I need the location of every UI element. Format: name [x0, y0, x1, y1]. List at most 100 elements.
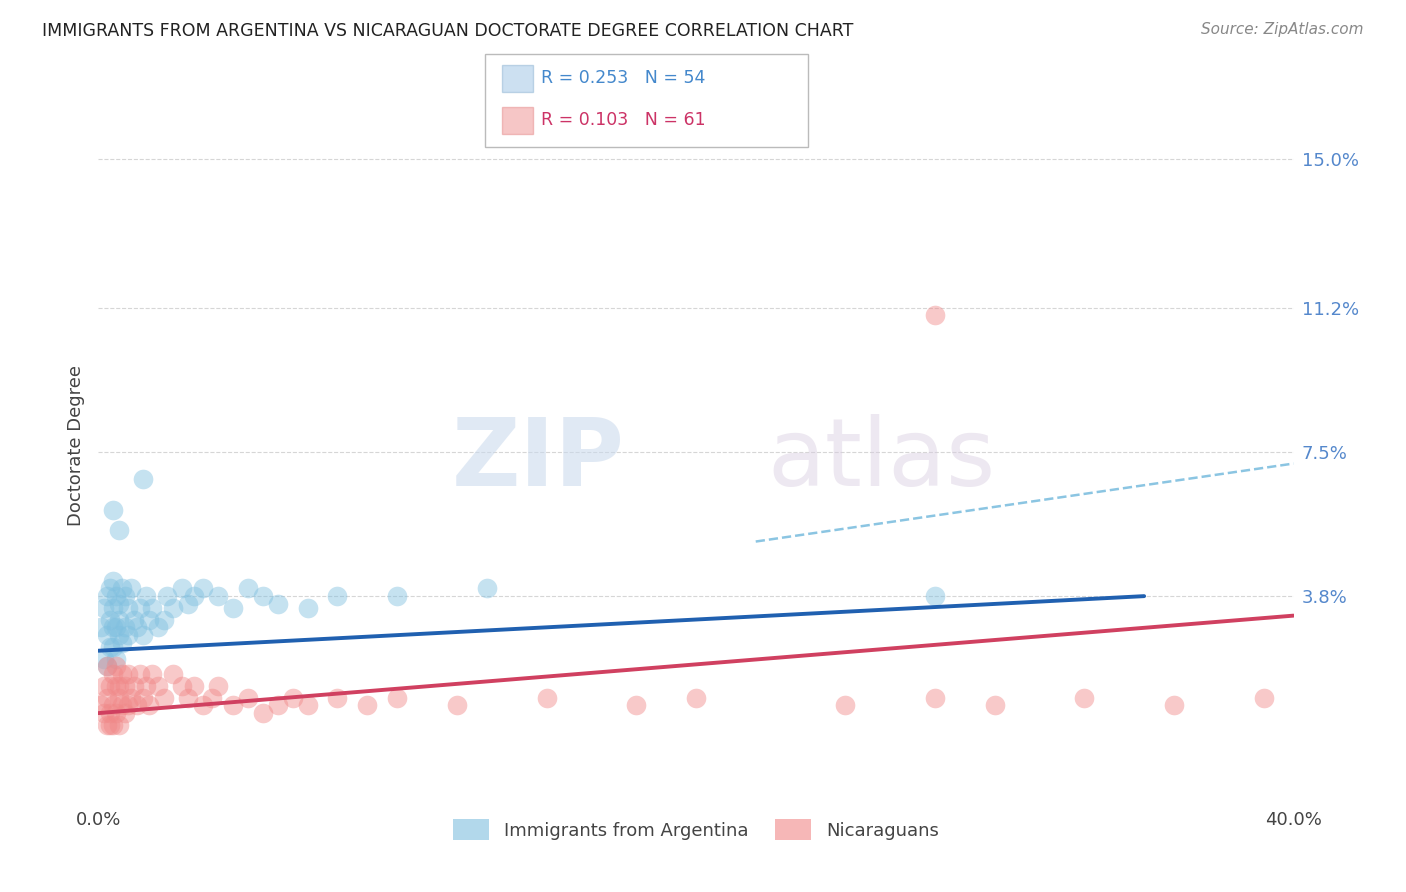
Point [135, 679, 157, 693]
Point [105, 620, 128, 634]
Point [252, 589, 274, 603]
Text: IMMIGRANTS FROM ARGENTINA VS NICARAGUAN DOCTORATE DEGREE CORRELATION CHART: IMMIGRANTS FROM ARGENTINA VS NICARAGUAN … [42, 22, 853, 40]
Point [1253, 690, 1275, 705]
Point [281, 690, 304, 705]
Point [297, 600, 319, 615]
Text: atlas: atlas [768, 414, 995, 507]
Point [207, 679, 229, 693]
Point [172, 679, 194, 693]
Point [108, 690, 131, 705]
Point [135, 589, 157, 603]
Point [103, 574, 125, 588]
Point [98, 679, 122, 693]
Point [201, 690, 224, 705]
Point [127, 620, 149, 634]
Point [132, 472, 155, 486]
Point [297, 698, 319, 713]
Point [96, 690, 118, 705]
Text: R = 0.103   N = 61: R = 0.103 N = 61 [541, 111, 706, 128]
Point [356, 698, 378, 713]
Point [93, 600, 115, 615]
Point [108, 679, 131, 693]
Point [129, 667, 152, 681]
Point [117, 698, 139, 713]
Point [117, 667, 139, 681]
Point [127, 698, 149, 713]
Point [108, 628, 131, 642]
Point [103, 620, 125, 634]
Point [236, 690, 259, 705]
Text: ZIP: ZIP [451, 414, 624, 507]
Point [177, 690, 200, 705]
Point [834, 698, 856, 713]
Point [326, 690, 349, 705]
Point [111, 667, 134, 681]
Point [148, 679, 170, 693]
Point [446, 698, 468, 713]
Point [222, 698, 245, 713]
Legend: Immigrants from Argentina, Nicaraguans: Immigrants from Argentina, Nicaraguans [446, 812, 946, 847]
Point [267, 597, 290, 611]
Point [103, 698, 125, 713]
Point [108, 718, 131, 732]
Point [138, 698, 160, 713]
Point [132, 690, 155, 705]
Point [108, 523, 131, 537]
Point [236, 582, 259, 596]
Point [98, 640, 122, 654]
Point [156, 589, 179, 603]
Point [114, 706, 136, 720]
Point [148, 620, 170, 634]
Point [385, 690, 409, 705]
Point [172, 582, 194, 596]
Point [183, 679, 205, 693]
Point [108, 613, 131, 627]
Point [105, 679, 128, 693]
Point [96, 659, 118, 673]
Point [191, 582, 214, 596]
Point [105, 706, 128, 720]
Point [141, 667, 163, 681]
Point [1073, 690, 1095, 705]
Point [153, 613, 176, 627]
Point [93, 706, 115, 720]
Point [96, 589, 118, 603]
Point [117, 628, 139, 642]
Point [124, 613, 146, 627]
Point [326, 589, 349, 603]
Point [98, 718, 122, 732]
Point [267, 698, 290, 713]
Point [984, 698, 1007, 713]
Point [105, 651, 128, 665]
Point [96, 659, 118, 673]
Point [1163, 698, 1185, 713]
Point [103, 600, 125, 615]
Y-axis label: Doctorate Degree: Doctorate Degree [66, 366, 84, 526]
Point [120, 582, 142, 596]
Point [90, 698, 112, 713]
Point [93, 651, 115, 665]
Point [93, 679, 115, 693]
Text: Source: ZipAtlas.com: Source: ZipAtlas.com [1201, 22, 1364, 37]
Point [153, 690, 176, 705]
Point [111, 582, 134, 596]
Point [685, 690, 707, 705]
Point [162, 600, 184, 615]
Point [111, 698, 134, 713]
Point [924, 309, 946, 323]
Point [96, 628, 118, 642]
Point [207, 589, 229, 603]
Point [105, 659, 128, 673]
Point [177, 597, 200, 611]
Point [108, 597, 131, 611]
Point [105, 589, 128, 603]
Point [98, 613, 122, 627]
Point [98, 706, 122, 720]
Point [475, 582, 498, 596]
Point [183, 589, 205, 603]
Point [120, 690, 142, 705]
Point [96, 718, 118, 732]
Point [124, 679, 146, 693]
Point [114, 679, 136, 693]
Point [129, 600, 152, 615]
